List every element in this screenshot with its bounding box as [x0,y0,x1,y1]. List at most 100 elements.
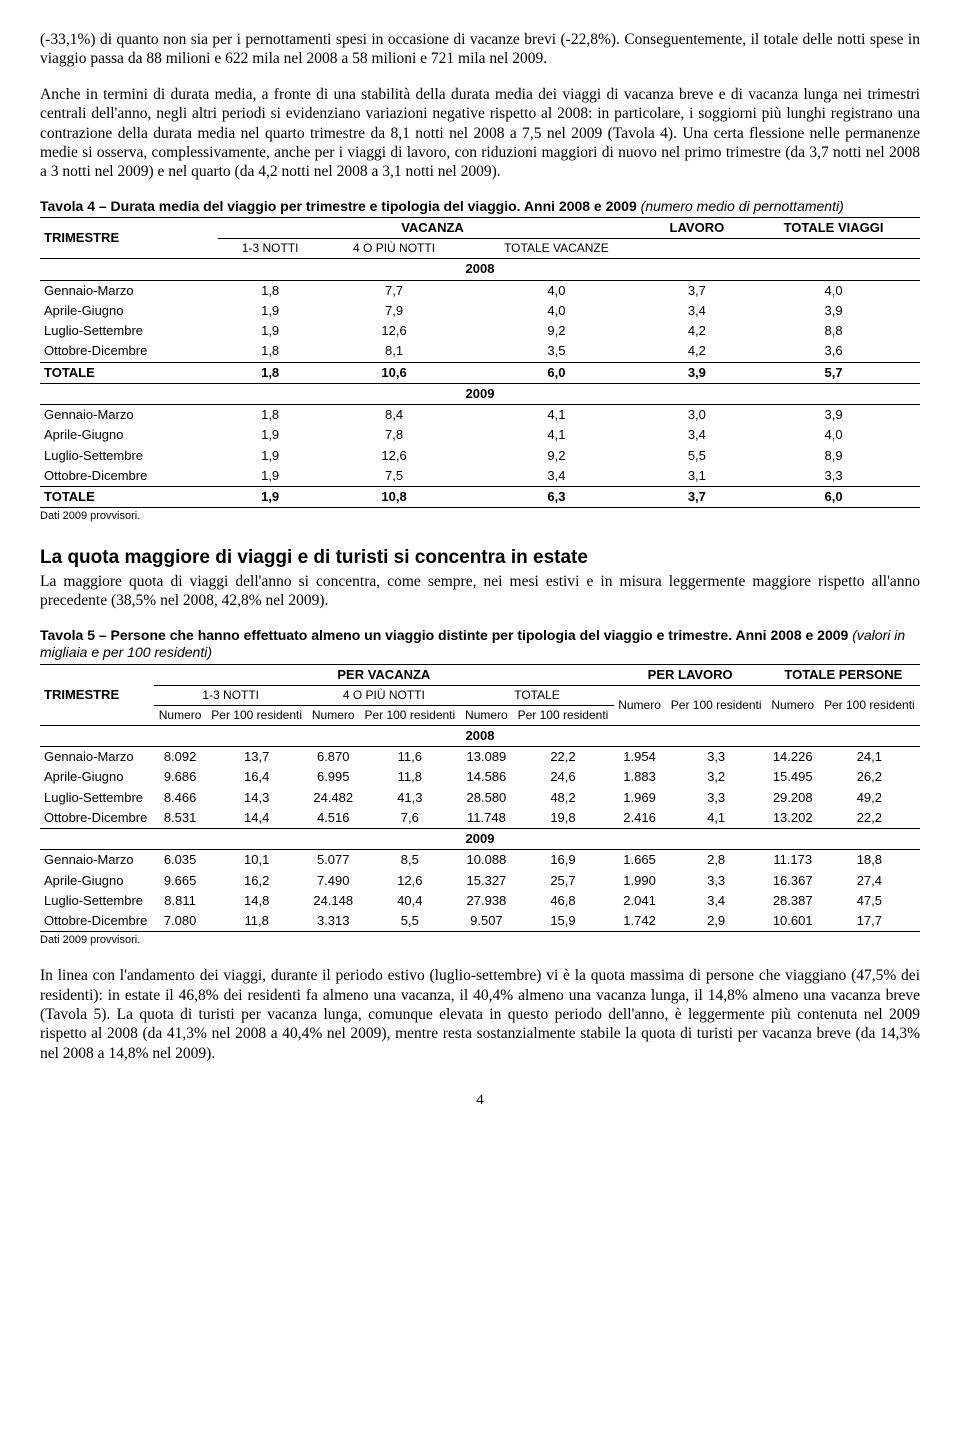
cell: 16,2 [206,871,307,891]
cell: 7,6 [359,808,460,829]
cell: 1,9 [218,301,322,321]
cell: 3,3 [666,788,767,808]
cell: 3,6 [747,341,920,362]
cell: 4,2 [647,321,747,341]
page: (-33,1%) di quanto non sia per i pernott… [0,0,960,1150]
cell: 14,3 [206,788,307,808]
year-label: 2009 [40,383,920,404]
cell: 4,1 [466,405,647,426]
table-row: Luglio-Settembre1,912,69,25,58,9 [40,446,920,466]
table-row: Luglio-Settembre8.46614,324.48241,328.58… [40,788,920,808]
year-row: 2008 [40,259,920,280]
t4-sh-totv: TOTALE VACANZE [466,239,647,259]
table-row: Aprile-Giugno1,97,94,03,43,9 [40,301,920,321]
cell: 15,9 [512,911,613,932]
table5: TRIMESTRE PER VACANZA PER LAVORO TOTALE … [40,664,920,933]
table-row: Luglio-Settembre1,912,69,24,28,8 [40,321,920,341]
table-row: Ottobre-Dicembre1,88,13,54,23,6 [40,341,920,362]
cell: 6.035 [154,850,206,871]
cell: 6,3 [466,487,647,508]
cell: 12,6 [359,871,460,891]
table-row: Ottobre-Dicembre7.08011,83.3135,59.50715… [40,911,920,932]
cell: 10,8 [322,487,466,508]
cell: 17,7 [819,911,920,932]
cell: 41,3 [359,788,460,808]
paragraph-2: Anche in termini di durata media, a fron… [40,85,920,182]
t4-h-vacanza: VACANZA [218,218,646,239]
cell: 5,5 [359,911,460,932]
cell: 6.995 [307,767,359,787]
cell: 4,0 [747,280,920,301]
year-label: 2008 [40,259,920,280]
cell: 25,7 [512,871,613,891]
cell: 3,9 [747,405,920,426]
cell: 48,2 [512,788,613,808]
cell: 1,9 [218,446,322,466]
cell: 28.580 [460,788,512,808]
cell: 14.226 [767,747,819,768]
table-row: Ottobre-Dicembre8.53114,44.5167,611.7481… [40,808,920,829]
cell: 8.531 [154,808,206,829]
cell: 4,2 [647,341,747,362]
table-row: Ottobre-Dicembre1,97,53,43,13,3 [40,466,920,487]
t4-sh-4p: 4 O PIÙ NOTTI [322,239,466,259]
t5-tv-p100: Per 100 residenti [512,705,613,725]
cell: 4.516 [307,808,359,829]
table4-title-ital: (numero medio di pernottamenti) [641,198,844,214]
cell: 16,4 [206,767,307,787]
t5-h-lavoro: PER LAVORO [614,664,767,685]
row-label: Luglio-Settembre [40,788,154,808]
cell: 1.969 [614,788,666,808]
cell: 3,1 [647,466,747,487]
cell: 11,8 [206,911,307,932]
cell: 7,9 [322,301,466,321]
table4-title-bold: Tavola 4 – Durata media del viaggio per … [40,198,641,214]
cell: 3,9 [747,301,920,321]
cell: 9.665 [154,871,206,891]
table5-title-bold: Tavola 5 – Persone che hanno effettuato … [40,627,852,643]
cell: 3,7 [647,280,747,301]
cell: 12,6 [322,321,466,341]
cell: 4,1 [466,425,647,445]
cell: 8,1 [322,341,466,362]
cell: 13.089 [460,747,512,768]
t4-h-trimestre: TRIMESTRE [40,218,218,259]
cell: 7.080 [154,911,206,932]
cell: 9,2 [466,321,647,341]
cell: 9,2 [466,446,647,466]
t5-lav-num: Numero [614,685,666,725]
table-row: TOTALE1,910,86,33,76,0 [40,487,920,508]
cell: 1.990 [614,871,666,891]
cell: 3,7 [647,487,747,508]
cell: 19,8 [512,808,613,829]
year-row: 2009 [40,829,920,850]
cell: 4,1 [666,808,767,829]
t5-sh-13: 1-3 NOTTI [154,685,307,705]
cell: 40,4 [359,891,460,911]
cell: 10,1 [206,850,307,871]
cell: 8,5 [359,850,460,871]
t5-h-tot: TOTALE PERSONE [767,664,920,685]
cell: 14,8 [206,891,307,911]
cell: 1.742 [614,911,666,932]
cell: 6,0 [747,487,920,508]
paragraph-1: (-33,1%) di quanto non sia per i pernott… [40,30,920,69]
paragraph-3: La maggiore quota di viaggi dell'anno si… [40,572,920,611]
cell: 7,7 [322,280,466,301]
cell: 24.482 [307,788,359,808]
t4-sh-13: 1-3 NOTTI [218,239,322,259]
cell: 22,2 [819,808,920,829]
cell: 8,9 [747,446,920,466]
cell: 8.811 [154,891,206,911]
cell: 3.313 [307,911,359,932]
t5-h-vacanza: PER VACANZA [154,664,613,685]
cell: 3,4 [647,301,747,321]
cell: 3,5 [466,341,647,362]
cell: 3,3 [747,466,920,487]
t5-sh-tot: TOTALE [460,685,613,705]
cell: 5,7 [747,362,920,383]
cell: 24,1 [819,747,920,768]
cell: 1,9 [218,321,322,341]
cell: 3,0 [647,405,747,426]
cell: 13,7 [206,747,307,768]
